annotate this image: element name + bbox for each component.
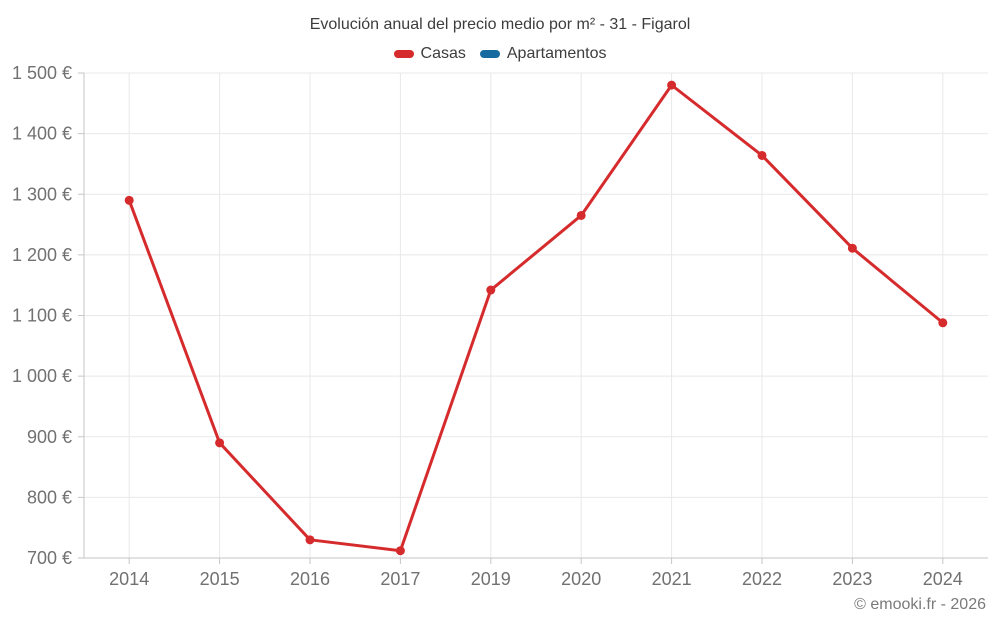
data-point[interactable] (847, 243, 857, 253)
x-axis-label: 2021 (652, 569, 692, 589)
x-axis-label: 2019 (471, 569, 511, 589)
x-axis-label: 2017 (380, 569, 420, 589)
legend-swatch-apartamentos-icon (479, 50, 500, 58)
data-point[interactable] (124, 195, 134, 205)
chart-title: Evolución anual del precio medio por m² … (309, 16, 691, 33)
y-axis-label: 800 € (27, 487, 72, 507)
x-axis-label: 2022 (742, 569, 782, 589)
y-axis-label: 1 300 € (12, 184, 72, 204)
x-axis-label: 2015 (200, 569, 240, 589)
data-point[interactable] (576, 210, 586, 220)
x-axis-label: 2014 (109, 569, 149, 589)
y-axis-label: 700 € (27, 548, 72, 568)
data-point[interactable] (938, 318, 948, 328)
data-point[interactable] (305, 535, 315, 545)
legend-item-apartamentos[interactable]: Apartamentos (479, 45, 607, 63)
legend-item-casas[interactable]: Casas (393, 45, 466, 63)
y-axis-label: 900 € (27, 427, 72, 447)
data-point[interactable] (395, 546, 405, 556)
y-axis-label: 1 000 € (12, 366, 72, 386)
data-point[interactable] (667, 80, 677, 90)
x-axis-label: 2020 (561, 569, 601, 589)
y-axis-label: 1 400 € (12, 124, 72, 144)
series-line-casas (127, 83, 945, 553)
y-axis-label: 1 100 € (12, 306, 72, 326)
x-axis-label: 2023 (832, 569, 872, 589)
x-axis-label: 2016 (290, 569, 330, 589)
data-point[interactable] (486, 285, 496, 295)
legend-label-apartamentos: Apartamentos (506, 45, 607, 62)
data-point[interactable] (215, 438, 225, 448)
data-point[interactable] (757, 150, 767, 160)
legend-swatch-casas-icon (393, 50, 414, 58)
y-axis-label: 1 500 € (12, 63, 72, 83)
x-axis-label: 2024 (923, 569, 963, 589)
y-axis-label: 1 200 € (12, 245, 72, 265)
legend-label-casas: Casas (420, 45, 466, 62)
chart-legend: Casas Apartamentos (0, 45, 1000, 63)
copyright-text: © emooki.fr - 2026 (854, 596, 986, 613)
